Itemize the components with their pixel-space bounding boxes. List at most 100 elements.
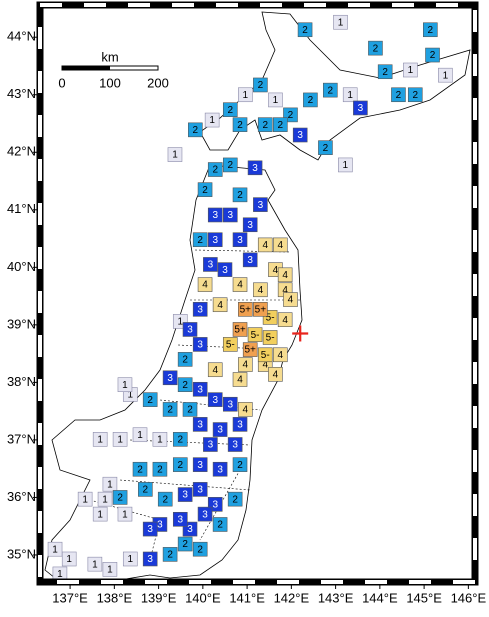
station-intensity: 1 xyxy=(127,554,133,565)
station: 2 xyxy=(152,461,168,477)
station-intensity: 2 xyxy=(182,380,188,391)
station-marker xyxy=(238,402,253,417)
station-marker xyxy=(132,461,148,477)
station: 1 xyxy=(47,541,63,557)
station: 3 xyxy=(242,252,258,268)
station-marker xyxy=(192,302,208,317)
station-intensity: 2 xyxy=(143,485,149,496)
station-intensity: 1 xyxy=(122,380,128,391)
lat-tick-label: 35°N xyxy=(7,546,36,561)
station-marker xyxy=(318,140,333,155)
station-intensity: 1 xyxy=(347,90,353,101)
station-marker xyxy=(207,362,223,378)
station-intensity: 3 xyxy=(212,499,218,510)
station: 3 xyxy=(232,232,248,248)
station-intensity: 1 xyxy=(338,17,344,28)
station-intensity: 2 xyxy=(237,190,243,201)
station-intensity: 2 xyxy=(308,95,314,106)
station-intensity: 2 xyxy=(217,520,223,531)
station-marker xyxy=(333,14,348,30)
station-intensity: 1 xyxy=(107,564,113,575)
station-intensity: 2 xyxy=(167,405,173,416)
station: 4 xyxy=(212,297,228,313)
station: 2 xyxy=(253,77,268,93)
station: 2 xyxy=(368,40,383,56)
station: 4 xyxy=(277,312,293,327)
station-intensity: 1 xyxy=(172,150,178,161)
station: 2 xyxy=(142,392,158,407)
station-marker xyxy=(353,100,368,116)
station-marker xyxy=(188,122,203,138)
station-intensity: 4 xyxy=(273,265,279,276)
station: 4 xyxy=(283,292,298,307)
station-intensity: 1 xyxy=(57,569,63,580)
station-marker xyxy=(247,160,263,176)
station: 1 xyxy=(122,551,138,567)
station-intensity: 2 xyxy=(396,90,402,101)
station-intensity: 2 xyxy=(288,110,294,121)
station-intensity: 2 xyxy=(197,235,203,246)
station: 2 xyxy=(391,87,406,103)
station-marker xyxy=(203,437,218,452)
station-intensity: 4 xyxy=(262,360,268,371)
station-marker xyxy=(102,562,118,577)
station: 2 xyxy=(303,92,318,108)
lon-tick-label: 141°E xyxy=(229,590,265,605)
station: 4 xyxy=(232,372,248,387)
station: 1 xyxy=(333,14,348,30)
station-intensity: 4 xyxy=(237,280,243,291)
station-intensity: 3 xyxy=(232,440,238,451)
station-marker xyxy=(232,457,248,472)
lon-tick-label: 140°E xyxy=(185,590,221,605)
station-marker xyxy=(47,541,63,557)
station-marker xyxy=(177,352,193,367)
station-marker xyxy=(142,392,158,407)
station: 3 xyxy=(192,302,208,317)
station: 1 xyxy=(77,491,93,507)
station: 3 xyxy=(207,207,223,223)
lat-tick-label: 37°N xyxy=(7,431,36,446)
station-marker xyxy=(112,490,128,505)
lon-tick-label: 144°E xyxy=(362,590,398,605)
station-marker xyxy=(272,347,288,363)
station-marker xyxy=(222,337,238,352)
station-intensity: 3 xyxy=(197,460,203,471)
station: 4 xyxy=(257,237,273,253)
station-marker xyxy=(117,506,133,522)
station-marker xyxy=(257,237,273,253)
station-marker xyxy=(207,392,223,407)
station: 3 xyxy=(142,551,158,567)
station-marker xyxy=(192,337,208,352)
station-intensity: 4 xyxy=(243,360,249,371)
station-marker xyxy=(403,62,418,78)
station: 3 xyxy=(212,422,228,437)
station: 2 xyxy=(177,377,193,392)
station-intensity: 3 xyxy=(187,325,193,336)
station-intensity: 3 xyxy=(247,255,253,266)
station-intensity: 5+ xyxy=(240,304,252,315)
station-intensity: 2 xyxy=(228,160,234,171)
station-marker xyxy=(61,551,77,567)
station-intensity: 2 xyxy=(328,85,334,96)
station: 1 xyxy=(97,491,113,507)
scale-unit: km xyxy=(101,49,118,64)
station-marker xyxy=(277,267,293,283)
station-intensity: 5- xyxy=(261,350,270,361)
station-marker xyxy=(177,487,193,502)
station: 2 xyxy=(318,140,333,155)
station-intensity: 2 xyxy=(182,539,188,550)
station-intensity: 2 xyxy=(162,494,168,505)
station-marker xyxy=(138,482,153,497)
station: 1 xyxy=(61,551,77,567)
station-marker xyxy=(297,22,313,38)
station: 2 xyxy=(232,187,248,203)
station-intensity: 3 xyxy=(197,420,203,431)
station: 2 xyxy=(212,517,228,532)
station-intensity: 1 xyxy=(107,479,113,490)
station-intensity: 1 xyxy=(52,544,58,555)
station-marker xyxy=(192,541,208,557)
station-intensity: 2 xyxy=(428,25,434,36)
station-intensity: 5- xyxy=(226,340,235,351)
